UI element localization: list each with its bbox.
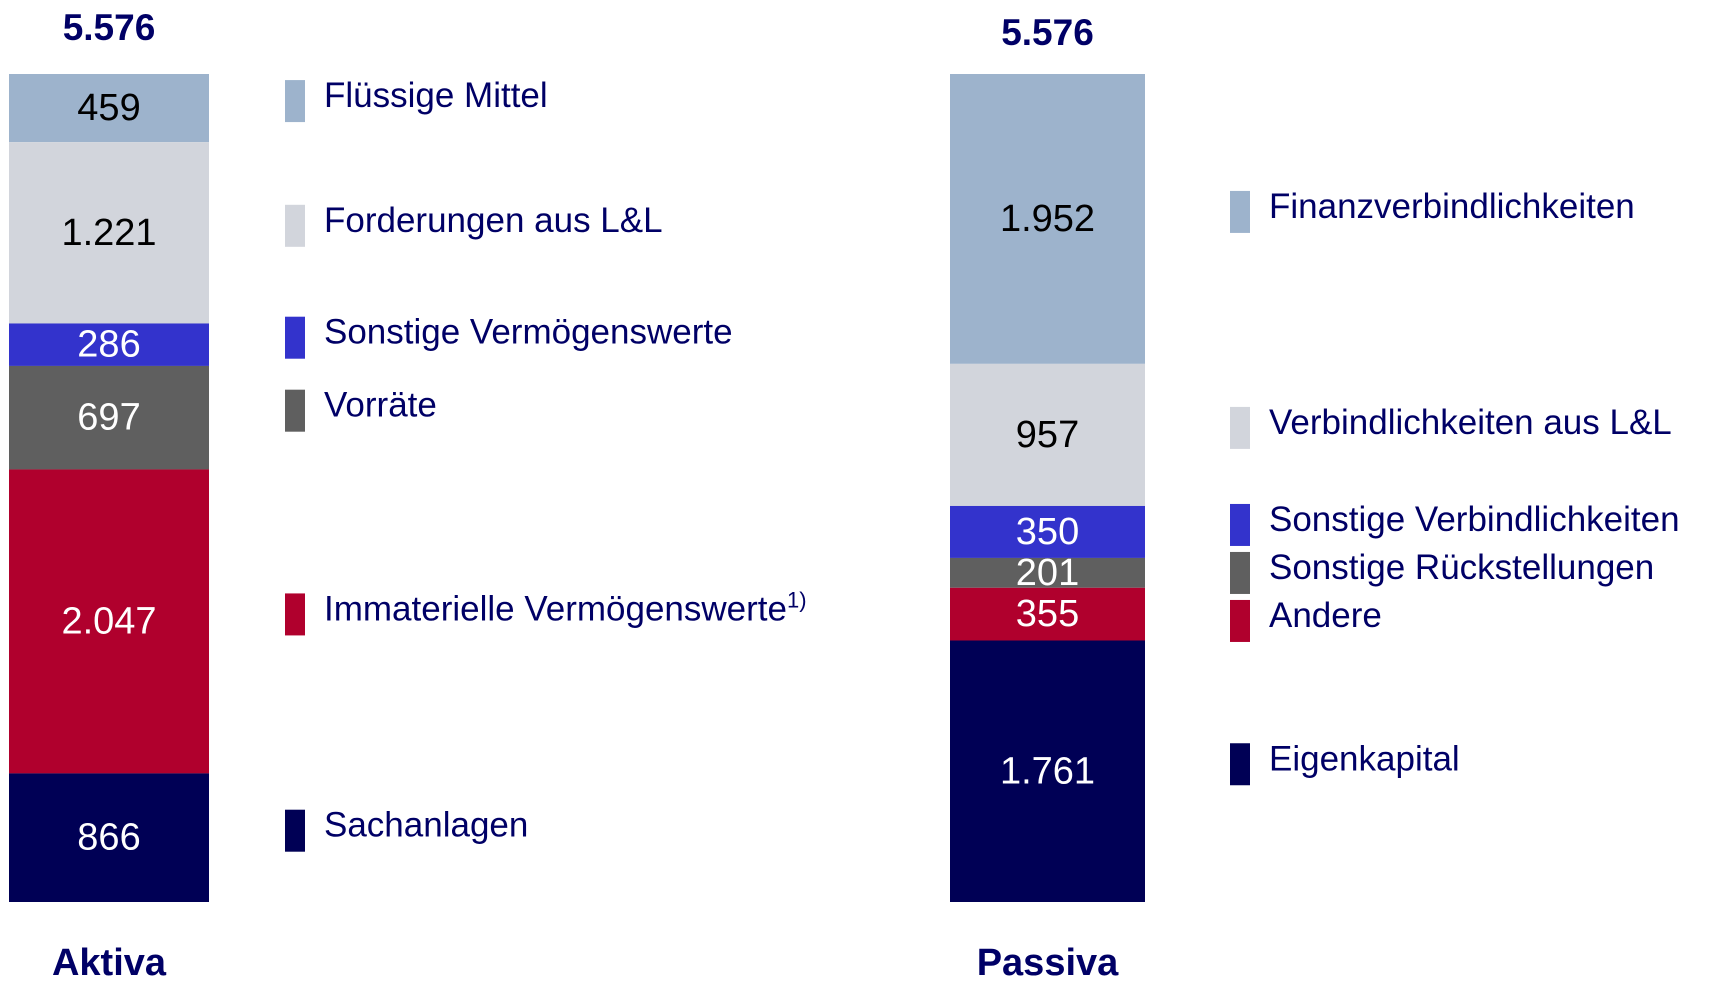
- legend-name: Sonstige Rückstellungen: [1269, 548, 1654, 587]
- legend-label: Flüssige Mittel: [324, 76, 548, 115]
- value-label: 1.221: [61, 212, 156, 254]
- legend-swatch: [285, 316, 305, 359]
- bar-segment: [9, 142, 209, 324]
- value-label: 697: [77, 397, 140, 439]
- legend-label: Finanzverbindlichkeiten: [1269, 187, 1635, 226]
- value-label: 866: [77, 817, 140, 859]
- legend-swatch: [285, 80, 305, 123]
- bar-segment: [950, 587, 1145, 641]
- legend-label: Verbindlichkeiten aus L&L: [1269, 403, 1672, 442]
- legend-label: Vorräte: [324, 386, 437, 425]
- bar-segment: [950, 505, 1145, 558]
- legend-label: Sonstige Verbindlichkeiten: [1269, 500, 1680, 539]
- legend-label: Andere: [1269, 596, 1382, 635]
- legend-name: Flüssige Mittel: [324, 76, 548, 115]
- value-label: 957: [1016, 414, 1079, 456]
- legend-swatch: [1230, 503, 1250, 546]
- legend-name: Sonstige Vermögenswerte: [324, 313, 733, 352]
- bar-segment: [9, 74, 209, 143]
- legend-name: Finanzverbindlichkeiten: [1269, 187, 1635, 226]
- total-label: 5.576: [1001, 12, 1094, 53]
- bar-segment: [950, 557, 1145, 588]
- bar-segment: [9, 469, 209, 774]
- bar-segment: [9, 773, 209, 902]
- legend-name: Forderungen aus L&L: [324, 201, 663, 240]
- value-label: 350: [1016, 511, 1079, 553]
- legend-swatch: [285, 809, 305, 852]
- value-label: 1.761: [1000, 750, 1095, 792]
- legend-swatch: [285, 389, 305, 432]
- legend-name: Eigenkapital: [1269, 740, 1460, 779]
- legend-label: Immaterielle Vermögenswerte1): [324, 587, 807, 628]
- category-label: Passiva: [977, 942, 1119, 983]
- legend-name: Immaterielle Vermögenswerte: [324, 590, 787, 629]
- bar-segment: [950, 363, 1145, 506]
- bar-segment: [9, 365, 209, 470]
- legend-name: Sonstige Verbindlichkeiten: [1269, 500, 1680, 539]
- legend-name: Andere: [1269, 596, 1382, 635]
- legend-name: Sachanlagen: [324, 806, 528, 845]
- legend-label: Sachanlagen: [324, 806, 528, 845]
- legend-swatch: [1230, 406, 1250, 449]
- legend-swatch: [1230, 743, 1250, 786]
- value-label: 459: [77, 87, 140, 129]
- value-label: 201: [1016, 552, 1079, 594]
- legend-label: Sonstige Rückstellungen: [1269, 548, 1654, 587]
- value-label: 355: [1016, 593, 1079, 635]
- legend-label: Sonstige Vermögenswerte: [324, 313, 733, 352]
- bar-segment: [950, 74, 1145, 364]
- legend-swatch: [1230, 599, 1250, 642]
- legend-name: Vorräte: [324, 386, 437, 425]
- value-label: 2.047: [61, 600, 156, 642]
- legend-label: Forderungen aus L&L: [324, 201, 663, 240]
- legend-swatch: [1230, 190, 1250, 233]
- bar-segment: [9, 323, 209, 366]
- legend-footnote: 1): [787, 587, 807, 612]
- legend-name: Verbindlichkeiten aus L&L: [1269, 403, 1672, 442]
- legend-swatch: [285, 204, 305, 247]
- total-label: 5.576: [63, 7, 156, 48]
- bar-segment: [950, 640, 1145, 902]
- legend-swatch: [1230, 551, 1250, 594]
- legend-label: Eigenkapital: [1269, 740, 1460, 779]
- category-label: Aktiva: [52, 942, 167, 983]
- value-label: 1.952: [1000, 198, 1095, 240]
- legend-swatch: [285, 593, 305, 636]
- value-label: 286: [77, 324, 140, 366]
